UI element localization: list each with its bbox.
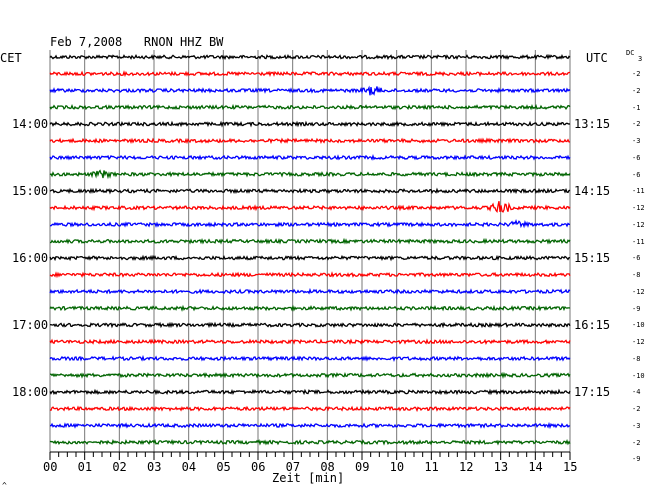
dc-offset-label: -10 bbox=[632, 321, 645, 330]
right-hour-label: 17:15 bbox=[574, 385, 611, 399]
seismic-trace bbox=[49, 187, 571, 195]
seismic-trace bbox=[49, 405, 571, 413]
x-tick-label: 09 bbox=[355, 460, 370, 474]
seismic-trace bbox=[49, 371, 571, 379]
dc-offset-label: -6 bbox=[632, 153, 641, 162]
left-hour-label: 17:00 bbox=[12, 318, 49, 332]
dc-offset-label: -9 bbox=[632, 455, 641, 464]
chart-title: Feb 7,2008 RNON HHZ BW bbox=[50, 35, 224, 49]
left-hour-label: 15:00 bbox=[12, 184, 49, 198]
dc-offset-label: -2 bbox=[632, 120, 641, 129]
seismic-trace bbox=[49, 271, 571, 279]
x-tick-label: 14 bbox=[528, 460, 543, 474]
left-hour-label: 18:00 bbox=[12, 385, 49, 399]
left-hour-label: 14:00 bbox=[12, 117, 49, 131]
dc-offset-label: -4 bbox=[632, 388, 641, 397]
dc-offset-label: -6 bbox=[632, 254, 641, 263]
dc-label: DC bbox=[626, 49, 635, 57]
x-tick-label: 03 bbox=[147, 460, 162, 474]
dc-offset-label: -3 bbox=[632, 137, 641, 145]
x-tick-label: 00 bbox=[43, 460, 58, 474]
dc-offset-label: -2 bbox=[632, 405, 641, 413]
seismic-trace bbox=[49, 388, 571, 396]
time-axis bbox=[49, 451, 571, 460]
x-tick-label: 06 bbox=[251, 460, 266, 474]
x-tick-label: 10 bbox=[389, 460, 405, 474]
dc-offset-label: -12 bbox=[632, 220, 645, 229]
dc-offset-label: -12 bbox=[632, 338, 645, 346]
right-timezone-label: UTC bbox=[586, 51, 608, 65]
dc-offset-label: -9 bbox=[632, 304, 641, 313]
dc-offset-label: -8 bbox=[632, 354, 641, 363]
seismic-trace bbox=[49, 304, 571, 312]
dc-offset-label: -12 bbox=[632, 287, 645, 296]
seismic-trace bbox=[49, 438, 571, 446]
x-axis-label: Zeit [min] bbox=[272, 471, 345, 485]
dc-offset-label: -11 bbox=[632, 237, 645, 246]
right-hour-label: 14:15 bbox=[574, 184, 611, 198]
seismic-traces bbox=[49, 53, 571, 446]
right-hour-label: 15:15 bbox=[574, 251, 611, 265]
seismic-trace bbox=[49, 85, 571, 96]
seismic-trace bbox=[49, 103, 571, 111]
seismic-trace bbox=[49, 287, 571, 295]
left-hour-label: 16:00 bbox=[12, 251, 49, 265]
vertical-grid bbox=[49, 50, 571, 452]
seismic-trace bbox=[49, 321, 571, 329]
dc-offset-label: -12 bbox=[632, 204, 645, 212]
x-tick-label: 08 bbox=[320, 460, 335, 474]
seismic-trace bbox=[49, 254, 571, 262]
x-tick-label: 12 bbox=[459, 460, 474, 474]
dc-offset-label: -2 bbox=[632, 70, 641, 78]
seismic-trace bbox=[49, 237, 571, 245]
x-tick-label: 05 bbox=[216, 460, 231, 474]
dc-top-value: 3 bbox=[638, 55, 643, 63]
dc-offset-label: -10 bbox=[632, 371, 645, 380]
x-tick-label: 15 bbox=[563, 460, 578, 474]
seismic-trace bbox=[49, 338, 571, 346]
x-tick-label: 02 bbox=[112, 460, 127, 474]
seismic-trace bbox=[49, 70, 571, 78]
seismic-trace bbox=[49, 137, 571, 145]
seismic-trace bbox=[49, 154, 571, 161]
corner-mark: ^ bbox=[2, 481, 7, 490]
right-hour-label: 16:15 bbox=[574, 318, 611, 332]
left-timezone-label: CET bbox=[0, 51, 22, 65]
seismic-trace bbox=[49, 53, 571, 61]
dc-offset-label: -8 bbox=[632, 271, 641, 279]
seismic-trace bbox=[49, 169, 571, 180]
seismic-trace bbox=[49, 201, 571, 213]
seismic-trace bbox=[49, 120, 571, 128]
seismic-trace bbox=[49, 421, 571, 430]
seismic-trace bbox=[49, 218, 571, 229]
x-tick-label: 01 bbox=[77, 460, 93, 474]
dc-offset-label: -11 bbox=[632, 187, 645, 196]
dc-offset-label: -6 bbox=[632, 170, 641, 179]
dc-offset-label: -3 bbox=[632, 421, 641, 430]
seismic-trace bbox=[49, 354, 571, 363]
right-hour-label: 13:15 bbox=[574, 117, 611, 131]
x-tick-label: 13 bbox=[493, 460, 509, 474]
x-tick-label: 11 bbox=[424, 460, 439, 474]
dc-offset-label: -1 bbox=[632, 103, 641, 112]
x-tick-label: 07 bbox=[285, 460, 301, 474]
dc-offset-label: -2 bbox=[632, 86, 641, 95]
x-tick-label: 04 bbox=[181, 460, 197, 474]
dc-offset-label: -2 bbox=[632, 438, 641, 447]
